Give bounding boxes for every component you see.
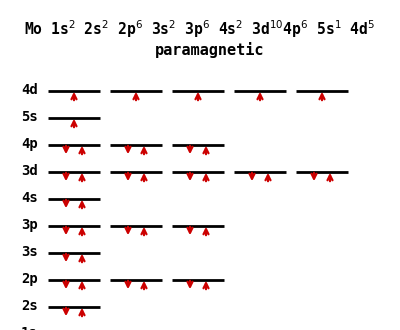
Text: 3d: 3d (21, 164, 38, 178)
Text: 2s: 2s (21, 299, 38, 313)
Text: 3s: 3s (21, 245, 38, 259)
Text: 4d: 4d (21, 83, 38, 97)
Text: 2p: 2p (21, 272, 38, 286)
Text: 4p: 4p (21, 137, 38, 151)
Text: 5s: 5s (21, 110, 38, 124)
Text: paramagnetic: paramagnetic (155, 42, 265, 58)
Text: 1s: 1s (21, 326, 38, 330)
Text: 3p: 3p (21, 218, 38, 232)
Text: 4s: 4s (21, 191, 38, 205)
Text: Mo 1s$^2$ 2s$^2$ 2p$^6$ 3s$^2$ 3p$^6$ 4s$^2$ 3d$^{10}$4p$^6$ 5s$^1$ 4d$^5$: Mo 1s$^2$ 2s$^2$ 2p$^6$ 3s$^2$ 3p$^6$ 4s… (24, 18, 376, 40)
